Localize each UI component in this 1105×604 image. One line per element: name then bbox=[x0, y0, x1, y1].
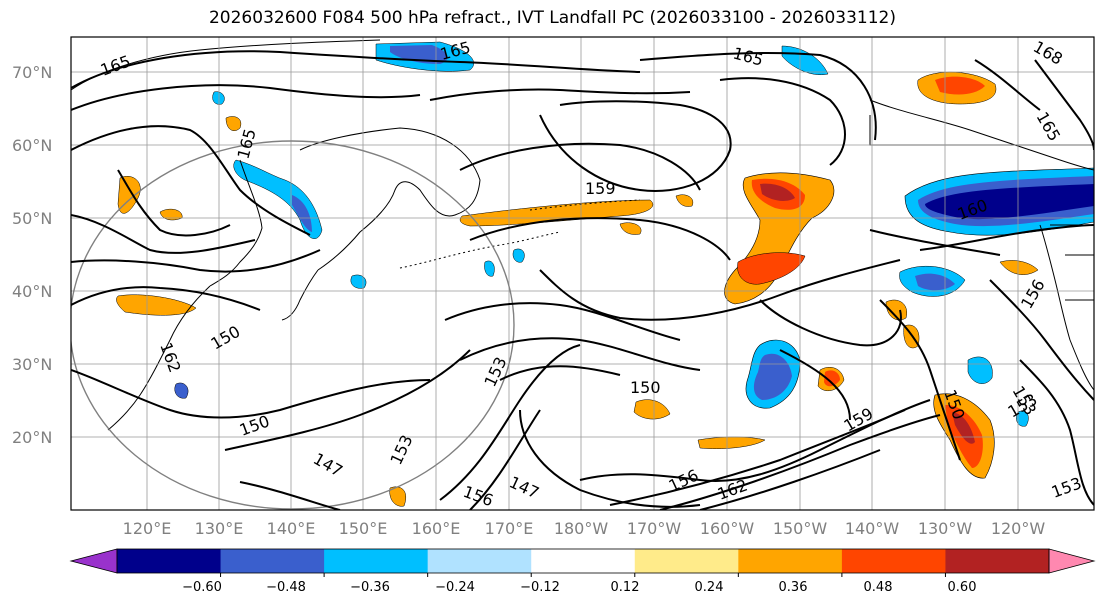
shade-pos-mexico-3 bbox=[952, 412, 975, 444]
shade-pos-small-8 bbox=[225, 116, 242, 131]
shade-pos-small-3 bbox=[633, 399, 671, 420]
colorbar-tick-label: −0.36 bbox=[350, 580, 390, 595]
colorbar-border bbox=[116, 548, 1050, 574]
shade-pos-small-5 bbox=[116, 294, 197, 316]
contour-lines bbox=[71, 50, 1094, 510]
map-border bbox=[70, 36, 1095, 511]
shade-neg-small-2 bbox=[512, 248, 525, 263]
colorbar-tick-label: −0.12 bbox=[520, 580, 560, 595]
colorbar-tick-label: 0.36 bbox=[779, 580, 808, 595]
graticule bbox=[71, 37, 1094, 510]
shade-pos-streak-north bbox=[459, 199, 654, 227]
shade-pos-small-2 bbox=[824, 370, 840, 387]
colorbar-segment bbox=[531, 549, 636, 573]
latitude-labels: 70°N 60°N 50°N 40°N 30°N 20°N bbox=[12, 63, 52, 447]
shade-neg-arctic-2 bbox=[390, 45, 448, 64]
longitude-labels: 120°E 130°E 140°E 150°E 160°E 170°E 180°… bbox=[123, 519, 1046, 538]
colorbar bbox=[69, 548, 1096, 577]
shade-pos-small-4 bbox=[697, 436, 766, 449]
map-title: 2026032600 F084 500 hPa refract., IVT La… bbox=[208, 8, 896, 28]
shade-neg-small-5 bbox=[212, 91, 225, 105]
shade-pos-central-big-3 bbox=[760, 183, 795, 201]
shade-neg-kamchatka bbox=[233, 159, 323, 239]
colorbar-segment bbox=[634, 549, 739, 573]
lon-label: 130°W bbox=[918, 519, 973, 538]
colorbar-ticks: −0.60 −0.48 −0.36 −0.24 −0.12 0.12 0.24 … bbox=[182, 580, 976, 595]
colorbar-extend-high bbox=[1048, 548, 1096, 574]
lon-label: 120°E bbox=[123, 519, 172, 538]
colorbar-segment bbox=[117, 549, 222, 573]
shade-pos-small-6 bbox=[117, 176, 141, 214]
lon-label: 140°E bbox=[267, 519, 316, 538]
shade-neg-small-6 bbox=[1016, 410, 1029, 427]
shade-neg-kamchatka-2 bbox=[292, 195, 312, 232]
colorbar-tick-label: −0.60 bbox=[182, 580, 222, 595]
range-circle bbox=[71, 140, 515, 510]
lon-label: 160°E bbox=[412, 519, 461, 538]
lon-label: 150°E bbox=[339, 519, 388, 538]
lat-label: 50°N bbox=[12, 209, 52, 228]
colorbar-segment bbox=[427, 549, 532, 573]
colorbar-tick-label: 0.48 bbox=[864, 580, 893, 595]
colorbar-segment bbox=[324, 549, 429, 573]
contour-label: 150 bbox=[630, 378, 661, 397]
colorbar-extend-low bbox=[69, 548, 118, 574]
lat-label: 20°N bbox=[12, 428, 52, 447]
lon-label: 130°E bbox=[195, 519, 244, 538]
shade-neg-small-3 bbox=[350, 274, 367, 289]
shade-neg-gulf-alaska-3 bbox=[925, 184, 1094, 220]
shade-neg-mexico bbox=[967, 356, 993, 384]
lon-label: 180°W bbox=[554, 519, 609, 538]
colorbar-segment bbox=[945, 549, 1050, 573]
shade-pos-small-14 bbox=[675, 194, 694, 207]
lon-label: 150°W bbox=[773, 519, 828, 538]
shade-pos-alaska-2 bbox=[935, 76, 985, 95]
colorbar-segment bbox=[841, 549, 946, 573]
colorbar-tick-label: 0.24 bbox=[695, 580, 724, 595]
lat-label: 70°N bbox=[12, 63, 52, 82]
lon-label: 140°W bbox=[845, 519, 900, 538]
colorbar-tick-label: −0.48 bbox=[266, 580, 306, 595]
lat-label: 60°N bbox=[12, 136, 52, 155]
colorbar-tick-label: 0.60 bbox=[948, 580, 977, 595]
colorbar-tick-label: 0.12 bbox=[611, 580, 640, 595]
colorbar-tick-label: −0.24 bbox=[435, 580, 475, 595]
lat-label: 30°N bbox=[12, 355, 52, 374]
shade-neg-central-2 bbox=[753, 353, 792, 400]
lon-label: 160°W bbox=[700, 519, 755, 538]
shade-pos-small-13 bbox=[619, 222, 642, 235]
lon-label: 120°W bbox=[991, 519, 1046, 538]
shade-neg-small-1 bbox=[484, 260, 495, 277]
shading-layer bbox=[116, 41, 1094, 507]
lon-label: 170°E bbox=[485, 519, 534, 538]
lat-label: 40°N bbox=[12, 282, 52, 301]
shade-neg-small-4 bbox=[174, 382, 189, 399]
contour-label: 159 bbox=[585, 179, 616, 198]
lon-label: 170°W bbox=[627, 519, 682, 538]
shade-pos-small-11 bbox=[999, 260, 1039, 275]
colorbar-segment bbox=[220, 549, 325, 573]
shade-pos-central-mid bbox=[737, 252, 806, 285]
colorbar-segment bbox=[738, 549, 843, 573]
